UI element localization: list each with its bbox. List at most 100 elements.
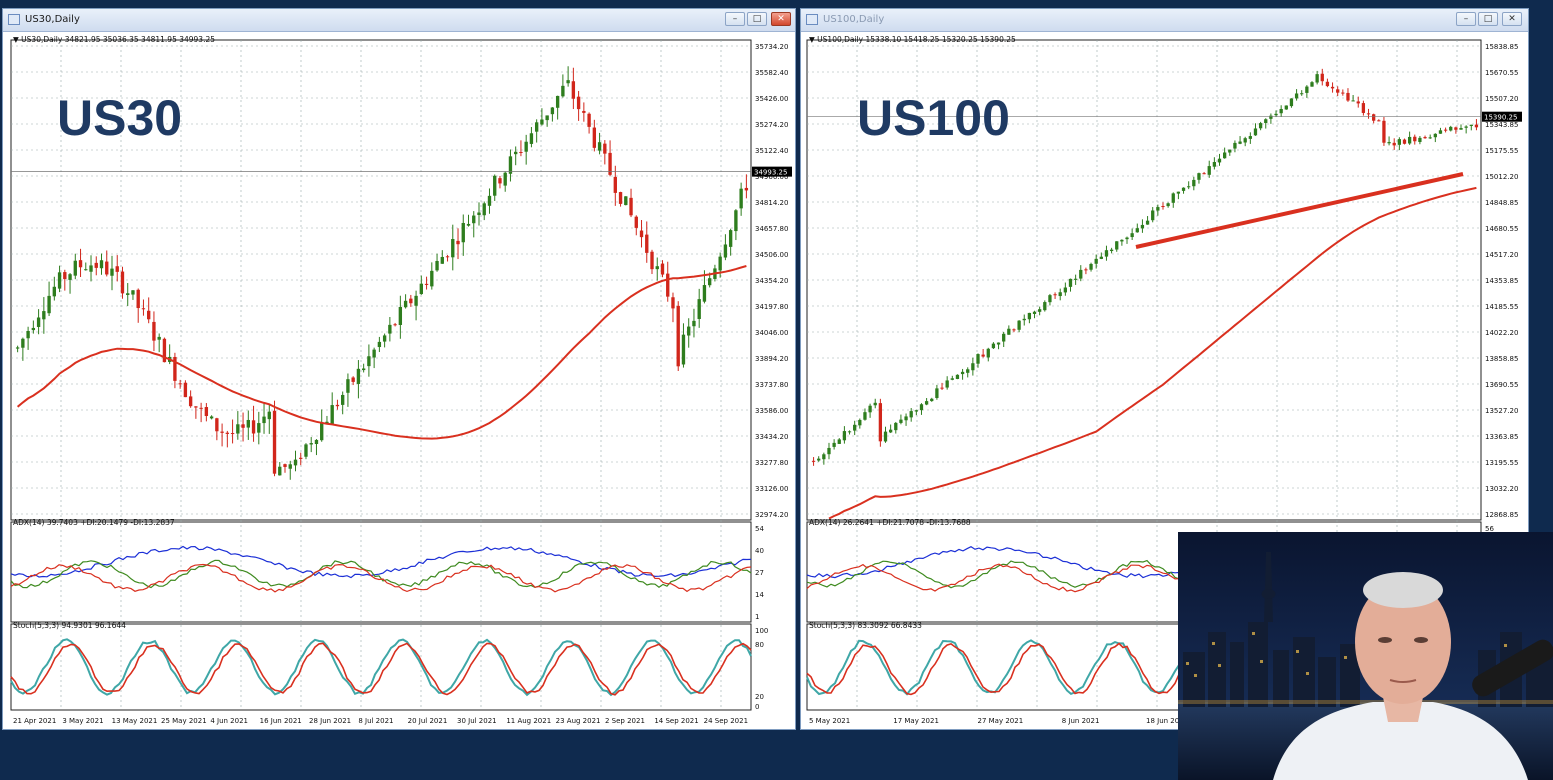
us30-header: ▼ US30,Daily 34821.95 35036.35 34811.95 …	[13, 35, 215, 44]
candle	[241, 424, 245, 428]
candle	[1407, 136, 1412, 144]
price-axis-label: 34046.00	[755, 329, 788, 337]
us100-chart-window[interactable]: US100,Daily – □ ✕ 15838.85 15670.55 15507.…	[800, 8, 1529, 730]
date-axis-label: 27 May 2021	[978, 717, 1024, 725]
candle	[1289, 98, 1294, 107]
candle	[524, 141, 528, 152]
current-price-tag	[752, 166, 792, 177]
price-axis-label: 34657.80	[755, 225, 788, 233]
candle	[1269, 115, 1273, 119]
candle	[173, 356, 177, 381]
restore-icon[interactable]: □	[747, 12, 767, 26]
date-axis-label: 13 May 2021	[112, 717, 158, 725]
price-axis-label: 15343.85	[1485, 121, 1518, 129]
price-axis-label: 12868.85	[1485, 511, 1518, 519]
candle	[1433, 133, 1437, 138]
candle	[940, 387, 944, 389]
close-icon[interactable]: ✕	[771, 12, 791, 26]
dropdown-arrow-icon[interactable]: ▼	[809, 35, 815, 44]
us100-header-text: US100,Daily 15338.10 15418.25 15320.25 1…	[817, 35, 1016, 44]
candle	[1099, 256, 1103, 259]
candle	[199, 407, 203, 409]
candle	[47, 295, 51, 314]
chart-window-icon	[806, 14, 818, 25]
adx-axis-label: 14	[755, 591, 764, 599]
candle	[1382, 120, 1386, 143]
candle	[293, 459, 298, 466]
price-axis-label: 35122.40	[755, 147, 788, 155]
us30-titlebar[interactable]: US30,Daily – □ ✕	[3, 9, 795, 32]
price-axis-label: 35582.40	[755, 69, 788, 77]
us30-chart-window[interactable]: US30,Daily – □ ✕ 35734.20 35582.40 35426.0…	[2, 8, 796, 730]
candle	[660, 263, 665, 275]
candle	[1305, 86, 1309, 93]
candle	[1372, 114, 1376, 121]
window-title: US30,Daily	[25, 14, 80, 25]
candle	[1151, 210, 1155, 221]
candle	[482, 203, 486, 216]
us100-titlebar[interactable]: US100,Daily – □ ✕	[801, 9, 1528, 32]
candle	[914, 410, 918, 412]
candle	[304, 444, 308, 457]
candle	[1089, 263, 1093, 270]
candle	[996, 342, 1001, 345]
price-axis-label: 34814.20	[755, 199, 788, 207]
current-price-tag	[1482, 111, 1522, 122]
candle	[1084, 269, 1088, 271]
candle	[853, 424, 857, 431]
candle	[1156, 207, 1160, 211]
candle	[624, 196, 628, 206]
price-axis-label: 15012.20	[1485, 173, 1518, 181]
candle	[1361, 103, 1366, 113]
date-axis-label: 4 Jun 2021	[210, 717, 248, 725]
candle	[1449, 126, 1453, 131]
candle	[89, 265, 93, 272]
minimize-icon[interactable]: –	[1456, 12, 1476, 26]
price-axis-label: 14353.85	[1485, 277, 1518, 285]
candle	[1217, 158, 1222, 163]
candle	[550, 107, 555, 115]
adx-axis-label: 56	[1485, 525, 1494, 533]
price-axis-label: 15507.20	[1485, 95, 1518, 103]
candle	[424, 283, 429, 285]
candle	[267, 411, 271, 420]
candle	[435, 260, 439, 271]
price-axis-label: 13858.85	[1485, 355, 1518, 363]
candle	[687, 326, 691, 336]
candle	[650, 251, 654, 270]
candle	[157, 336, 161, 340]
date-axis-label: 24 Sep 2021	[704, 717, 748, 725]
candle	[540, 119, 544, 125]
price-axis-label: 13690.55	[1485, 381, 1518, 389]
price-axis-label: 13363.85	[1485, 433, 1518, 441]
price-axis-label: 33434.20	[755, 433, 788, 441]
candle	[346, 379, 350, 393]
price-axis-label: 14185.55	[1485, 303, 1518, 311]
dropdown-arrow-icon[interactable]: ▼	[13, 35, 19, 44]
window-title: US100,Daily	[823, 14, 885, 25]
candle	[94, 262, 98, 268]
candle	[1007, 328, 1011, 335]
candle	[42, 311, 46, 320]
candle	[52, 286, 56, 297]
candle	[894, 422, 898, 431]
candle	[299, 457, 303, 459]
price-axis-label: 14848.85	[1485, 199, 1518, 207]
close-icon[interactable]: ✕	[1502, 12, 1522, 26]
price-axis-label: 35734.20	[755, 43, 788, 51]
candle	[367, 356, 371, 367]
price-axis-label: 33586.00	[755, 407, 788, 415]
restore-icon[interactable]: □	[1478, 12, 1498, 26]
candle	[708, 278, 712, 286]
candle	[1223, 152, 1227, 159]
price-axis-label: 15175.55	[1485, 147, 1518, 155]
candle	[330, 405, 334, 424]
candle	[919, 404, 924, 411]
price-axis-label: 14517.20	[1485, 251, 1518, 259]
candle	[1243, 138, 1247, 143]
minimize-icon[interactable]: –	[725, 12, 745, 26]
candle	[634, 216, 638, 228]
us30-chart[interactable]: 35734.20 35582.40 35426.00 35274.20 35122.40…	[3, 32, 795, 729]
candle	[403, 300, 408, 308]
candle	[1120, 239, 1124, 242]
